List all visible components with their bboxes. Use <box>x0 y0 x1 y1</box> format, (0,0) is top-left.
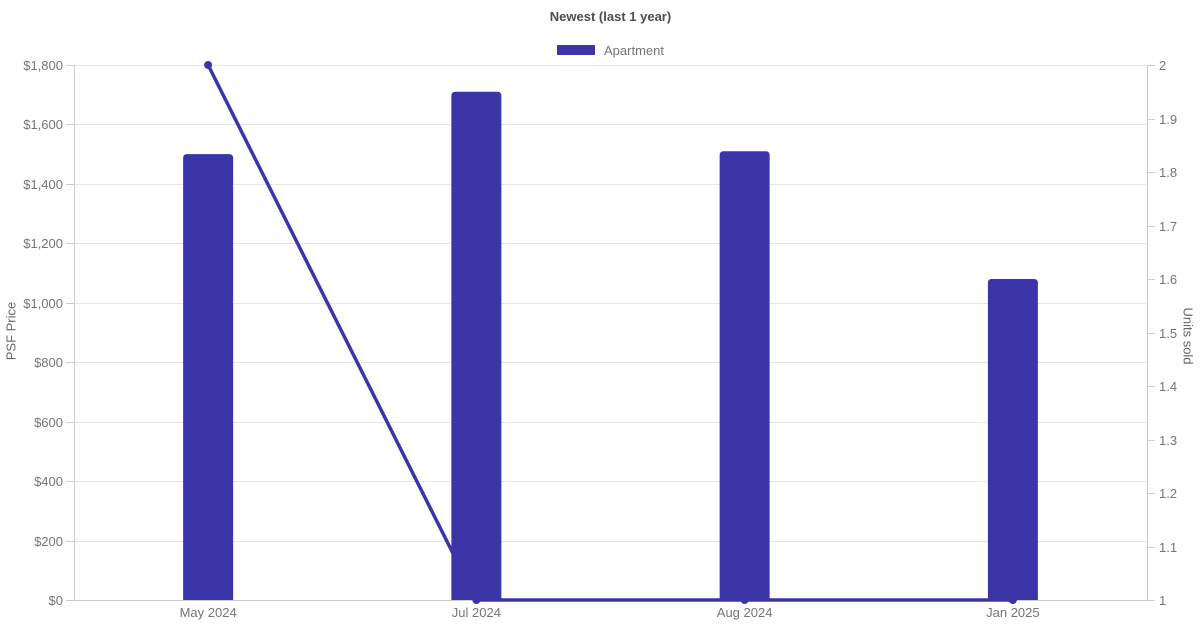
left-axis-tick-label: $0 <box>49 593 63 608</box>
right-axis-tick-label: 1 <box>1159 593 1166 608</box>
right-axis-tick-label: 1.2 <box>1159 486 1177 501</box>
legend: Apartment <box>74 41 1147 59</box>
units-sold-line[interactable] <box>206 63 1015 602</box>
left-axis-tick-label: $1,000 <box>23 296 63 311</box>
line-point-marker[interactable] <box>204 61 213 69</box>
left-axis-tick-label: $400 <box>34 474 63 489</box>
right-axis-tick-label: 1.4 <box>1159 379 1177 394</box>
legend-item-apartment[interactable]: Apartment <box>557 43 664 58</box>
left-axis-tick-label: $1,600 <box>23 117 63 132</box>
right-axis-tick-label: 2 <box>1159 58 1166 73</box>
x-axis-tick-label: Jan 2025 <box>986 605 1040 620</box>
x-axis-tick-label: Jul 2024 <box>452 605 501 620</box>
chart-title: Newest (last 1 year) <box>549 9 672 24</box>
left-axis-tick-label: $800 <box>34 355 63 370</box>
left-axis-tick-label: $1,400 <box>23 177 63 192</box>
right-axis-tick-label: 1.6 <box>1159 272 1177 287</box>
bar-jan-2025[interactable] <box>987 279 1038 600</box>
bar-may-2024[interactable] <box>183 154 234 600</box>
right-axis-tick-label: 1.7 <box>1159 219 1177 234</box>
bar-jul-2024[interactable] <box>451 91 502 600</box>
x-axis-tick-label: May 2024 <box>180 605 237 620</box>
left-axis-tick-label: $600 <box>34 415 63 430</box>
x-axis-tick-label: Aug 2024 <box>717 605 773 620</box>
left-axis-tick-label: $1,800 <box>23 58 63 73</box>
right-axis-tick-label: 1.5 <box>1159 326 1177 341</box>
right-axis-tick-label: 1.8 <box>1159 165 1177 180</box>
right-axis-tick-label: 1.3 <box>1159 433 1177 448</box>
legend-label: Apartment <box>604 42 664 58</box>
bar-aug-2024[interactable] <box>719 151 770 600</box>
legend-swatch <box>557 45 595 55</box>
left-axis-tick-label: $200 <box>34 534 63 549</box>
left-axis-tick-label: $1,200 <box>23 236 63 251</box>
right-axis-tick-label: 1.9 <box>1159 112 1177 127</box>
right-axis-tick-label: 1.1 <box>1159 540 1177 555</box>
